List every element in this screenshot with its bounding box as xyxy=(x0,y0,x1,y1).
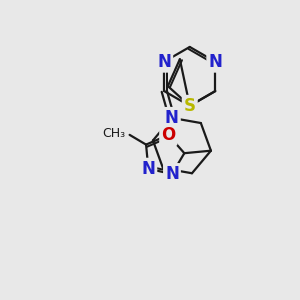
Text: N: N xyxy=(141,160,155,178)
Text: N: N xyxy=(208,53,222,71)
Text: CH₃: CH₃ xyxy=(102,127,125,140)
Text: N: N xyxy=(157,53,171,71)
Text: O: O xyxy=(161,126,176,144)
Text: S: S xyxy=(184,97,196,115)
Text: N: N xyxy=(165,165,179,183)
Text: N: N xyxy=(165,109,179,127)
